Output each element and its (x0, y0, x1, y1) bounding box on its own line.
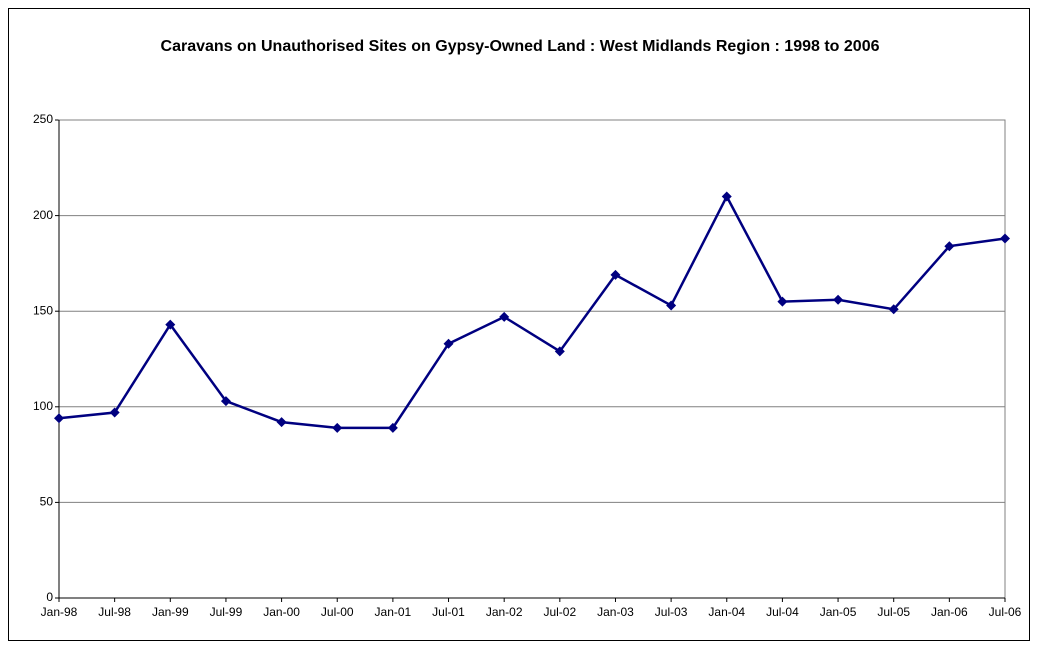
x-tick-label: Jan-00 (263, 605, 300, 619)
data-point (165, 319, 176, 330)
y-tick-label: 200 (33, 208, 53, 222)
x-tick-label: Jan-04 (708, 605, 745, 619)
plot-area (58, 119, 1006, 599)
x-tick-label: Jan-01 (375, 605, 412, 619)
data-point (54, 413, 64, 424)
x-tick-label: Jan-06 (931, 605, 968, 619)
data-point (499, 311, 510, 322)
data-point (276, 417, 287, 428)
data-point (833, 294, 844, 305)
data-point (220, 396, 231, 407)
y-tick-label: 250 (33, 112, 53, 126)
x-tick-label: Jan-03 (597, 605, 634, 619)
x-tick-label: Jan-99 (152, 605, 189, 619)
data-point (610, 269, 621, 280)
x-tick-label: Jul-99 (210, 605, 243, 619)
x-tick-label: Jan-02 (486, 605, 523, 619)
x-tick-label: Jul-01 (432, 605, 465, 619)
data-point (666, 300, 677, 311)
y-tick-label: 50 (40, 495, 54, 509)
data-point (888, 304, 899, 315)
data-line (58, 193, 1006, 430)
data-point (554, 346, 565, 357)
data-point (944, 241, 955, 252)
x-tick-label: Jul-06 (989, 605, 1022, 619)
x-tick-label: Jan-05 (820, 605, 857, 619)
data-point (387, 422, 398, 433)
data-point (1000, 233, 1010, 244)
x-tick-label: Jul-03 (655, 605, 688, 619)
y-tick-label: 150 (33, 303, 53, 317)
x-tick-label: Jul-04 (766, 605, 799, 619)
data-point (443, 338, 454, 349)
y-tick-label: 0 (46, 590, 53, 604)
data-point (777, 296, 788, 307)
x-tick-label: Jul-02 (543, 605, 576, 619)
x-tick-label: Jul-00 (321, 605, 354, 619)
chart-title: Caravans on Unauthorised Sites on Gypsy-… (160, 38, 880, 55)
data-point (332, 422, 343, 433)
data-point (109, 407, 120, 418)
x-tick-label: Jan-98 (41, 605, 78, 619)
chart-border (8, 8, 1030, 641)
y-tick-label: 100 (33, 399, 53, 413)
x-tick-label: Jul-98 (98, 605, 131, 619)
data-point (721, 191, 732, 202)
x-tick-label: Jul-05 (877, 605, 910, 619)
